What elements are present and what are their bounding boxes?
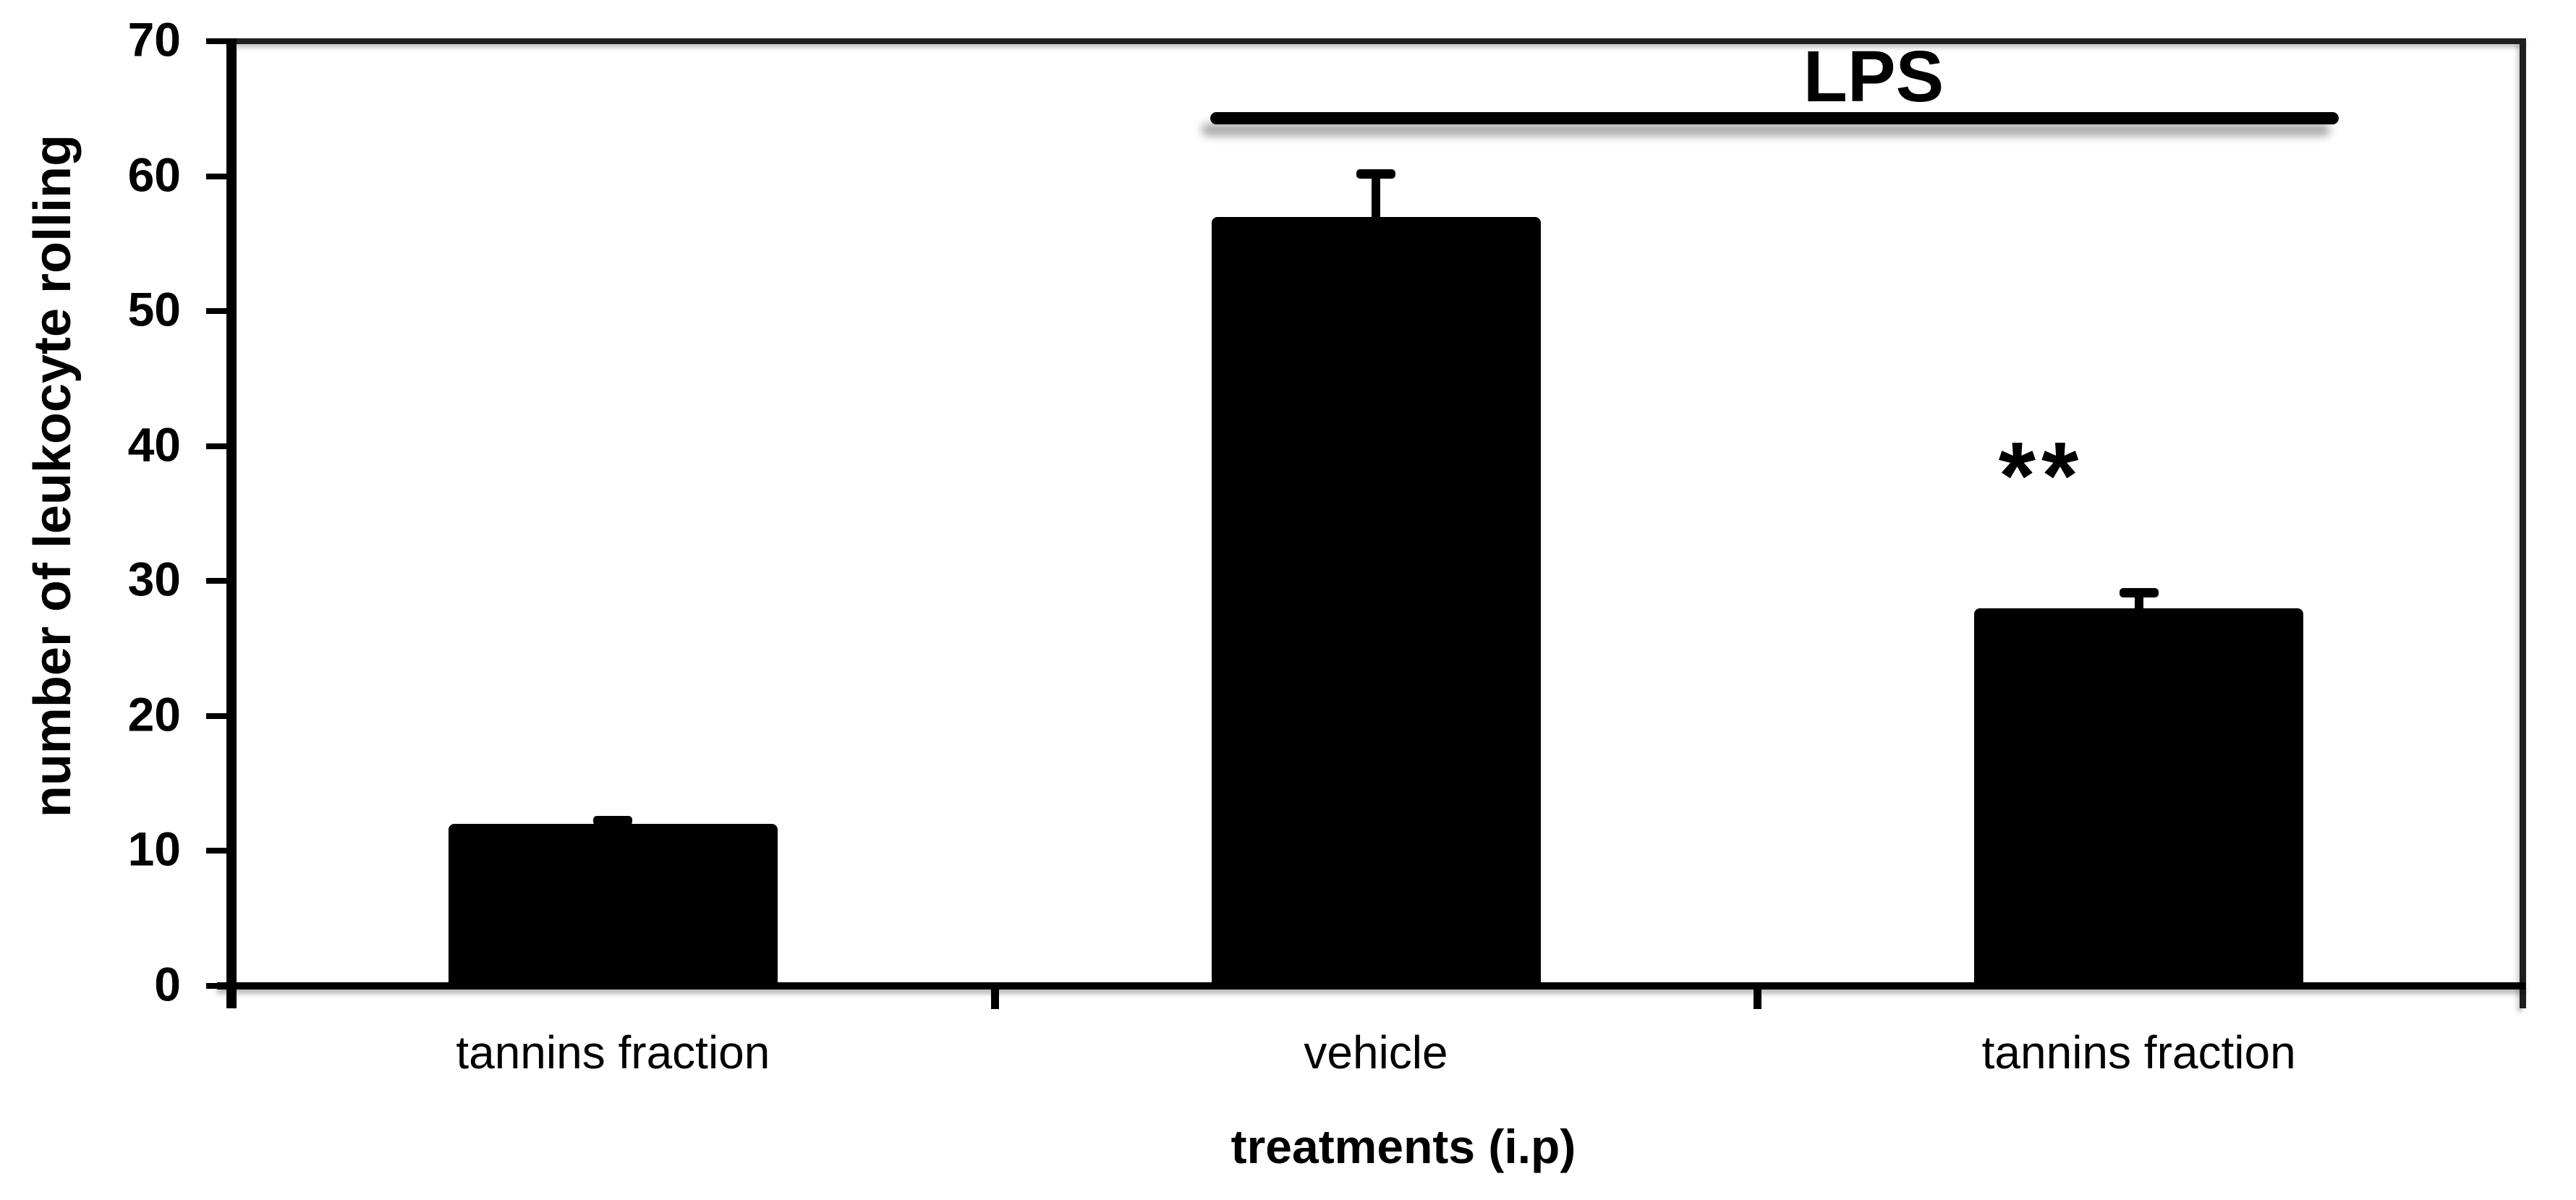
x-category-label: tannins fraction bbox=[456, 1026, 770, 1079]
y-tick-label: 0 bbox=[154, 957, 181, 1011]
x-axis-tick bbox=[990, 986, 999, 1009]
error-bar-cap bbox=[593, 815, 633, 825]
y-tick-label: 70 bbox=[127, 12, 181, 67]
x-category-label: vehicle bbox=[1304, 1026, 1448, 1079]
y-axis-tick bbox=[206, 173, 231, 179]
y-axis-tick bbox=[206, 38, 231, 44]
bar-tannins-fraction bbox=[448, 824, 778, 986]
y-axis-tick bbox=[206, 308, 231, 315]
y-tick-label: 30 bbox=[127, 552, 181, 606]
y-axis-tick bbox=[206, 848, 231, 854]
y-axis-line bbox=[226, 38, 237, 1008]
error-bar-stem bbox=[1372, 173, 1380, 217]
error-bar-cap bbox=[2119, 587, 2159, 597]
y-tick-label: 20 bbox=[127, 687, 181, 741]
bar-vehicle bbox=[1211, 216, 1541, 986]
y-axis-tick bbox=[206, 443, 231, 449]
bar-tannins-fraction bbox=[1974, 608, 2304, 986]
y-tick-label: 40 bbox=[127, 417, 181, 472]
x-axis-tick bbox=[1754, 986, 1762, 1009]
y-axis-tick bbox=[206, 578, 231, 584]
plot-frame-top bbox=[226, 38, 2525, 44]
y-tick-label: 50 bbox=[127, 282, 181, 336]
significance-asterisks: ** bbox=[1998, 422, 2085, 529]
y-axis-tick bbox=[206, 983, 231, 989]
y-tick-label: 10 bbox=[127, 822, 181, 876]
error-bar-cap bbox=[1356, 169, 1395, 179]
x-axis-title: treatments (i.p) bbox=[1230, 1120, 1576, 1173]
x-axis-line bbox=[217, 982, 2525, 990]
y-tick-label: 60 bbox=[127, 147, 181, 201]
lps-span-line bbox=[1210, 112, 2339, 124]
lps-label: LPS bbox=[1803, 36, 1944, 117]
plot-frame-right bbox=[2520, 38, 2526, 1008]
x-category-label: tannins fraction bbox=[1981, 1026, 2296, 1079]
y-axis-tick bbox=[206, 712, 231, 719]
